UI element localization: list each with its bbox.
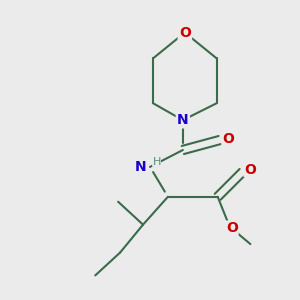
Text: O: O [179,26,191,40]
Text: H: H [152,157,161,166]
Text: O: O [244,163,256,176]
Text: N: N [177,113,189,127]
Text: N: N [135,160,146,174]
Text: O: O [226,221,238,235]
Text: O: O [222,132,234,145]
